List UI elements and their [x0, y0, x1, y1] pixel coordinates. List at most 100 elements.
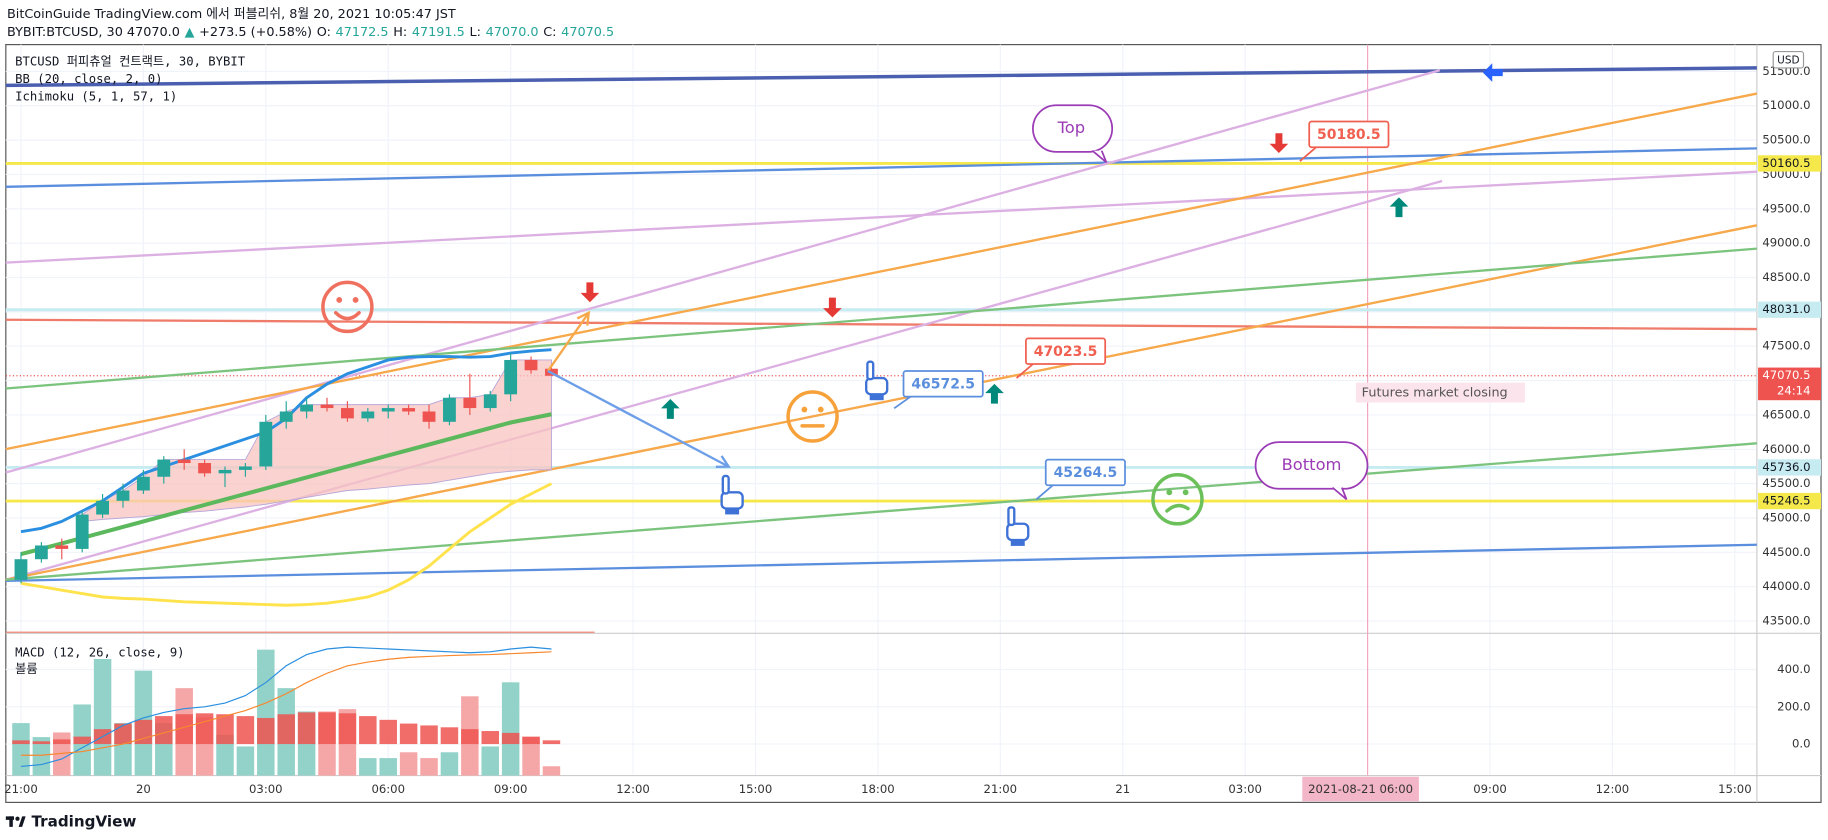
drawn-arrow-head [576, 310, 591, 326]
price-tag [1758, 367, 1822, 401]
quote-part: C: [543, 24, 556, 39]
macd-histogram-bar [420, 725, 438, 745]
candle-body [14, 559, 28, 580]
hand-icon [1006, 522, 1030, 542]
logo-part [18, 816, 26, 827]
volume-bar [542, 766, 561, 776]
speech-bubble [1032, 104, 1114, 153]
macd-histogram-bar [216, 714, 234, 745]
hand-icon [865, 376, 889, 396]
candle-body [116, 490, 130, 501]
hand-finger [721, 474, 730, 495]
emoji-eye [817, 406, 824, 413]
price-tag-label: 45246.5 [1762, 494, 1810, 508]
macd-histogram-bar [338, 713, 357, 745]
volume-bar [216, 734, 234, 776]
ichimoku-cloud [81, 359, 552, 522]
x-tick-label: 21:00 [984, 782, 1018, 796]
macd-histogram-bar [12, 740, 30, 745]
price-tag [1758, 492, 1822, 510]
signal-arrow [661, 399, 680, 419]
volume-bar [420, 758, 438, 776]
trend-line [5, 318, 1757, 331]
y-tick-label: 46500.0 [1762, 407, 1810, 421]
indicator-line [20, 482, 553, 607]
y-tick-label: 44000.0 [1762, 579, 1810, 593]
candle-body [300, 404, 314, 412]
candle-body [463, 397, 477, 409]
signal-arrow [1482, 63, 1503, 82]
candle-body [198, 463, 212, 474]
macd-histogram-bar [114, 723, 132, 745]
legend-symbol: BTCUSD 퍼피츄얼 컨트랙트, 30, BYBIT [15, 55, 246, 69]
candle-body [136, 476, 150, 491]
price-tag [1758, 459, 1822, 476]
hand-finger [1007, 506, 1016, 527]
signal-arrow [1269, 133, 1289, 154]
volume-bar [257, 649, 275, 776]
x-tick-label: 03:00 [1228, 782, 1262, 796]
y-tick-label: 44500.0 [1762, 545, 1810, 559]
y-tick-label: 47500.0 [1762, 339, 1810, 353]
x-tick-label: 06:00 [371, 782, 405, 796]
hand-icon [720, 491, 744, 510]
macd-histogram-bar [236, 716, 255, 745]
macd-histogram-bar [297, 712, 316, 745]
signal-arrow [985, 383, 1004, 404]
volume-bar [440, 752, 459, 776]
x-tick-label: 18:00 [861, 782, 895, 796]
y-tick-label: 200.0 [1777, 699, 1810, 713]
x-tick-label: 15:00 [1718, 782, 1752, 796]
quote-part: H: [393, 24, 407, 39]
footer-logo [5, 816, 26, 827]
candle-body [259, 421, 273, 467]
quote-part: +273.5 (+0.58%) [199, 24, 312, 39]
volume-bar [32, 737, 51, 776]
currency: USD [1777, 54, 1799, 66]
candle-body [96, 500, 109, 515]
quote-part: 47191.5 [412, 24, 465, 39]
candle-body [341, 408, 354, 419]
candle-body [75, 514, 89, 549]
callout-pointer [1016, 363, 1034, 379]
speech-bubble-label: Bottom [1282, 455, 1342, 474]
price-tag-label: 45736.0 [1762, 460, 1810, 474]
macd-histogram-bar [461, 729, 479, 745]
y-tick-label: 51000.0 [1762, 98, 1810, 112]
macd-histogram-bar [175, 714, 193, 745]
price-tag-label: 50160.5 [1762, 156, 1810, 170]
plot-area: 21:00 20 03:00 06:00 09:00 12:00 15:00 18:00 21:… [4, 44, 1822, 803]
callout-pointer [1299, 146, 1317, 162]
legend-volume: 볼륨 [15, 662, 38, 676]
legend-ichimoku: Ichimoku (5, 1, 57, 1) [15, 90, 177, 104]
x-tick-label: 09:00 [1473, 782, 1507, 796]
macd-histogram-bar [501, 732, 520, 745]
x-tick-label: 03:00 [249, 782, 283, 796]
volume-bar [359, 758, 377, 776]
volume-bar [481, 746, 499, 776]
logo-part [15, 816, 20, 821]
emoji-eye [336, 297, 343, 303]
price-tag-label: 47070.5 [1762, 368, 1810, 382]
chart-frame [5, 44, 1822, 803]
trend-line [5, 224, 1758, 581]
note-label: Futures market closing [1362, 386, 1508, 401]
footer-brand: TradingView [31, 813, 136, 831]
emoji-eye [1166, 489, 1173, 496]
x-tick-label: 12:00 [616, 782, 650, 796]
quote-line: BYBIT:BTCUSD, 30 47070.0 ▲ +273.5 (+0.58%)… [7, 24, 614, 39]
trend-line [5, 69, 1441, 474]
volume-bar [399, 752, 418, 776]
drawn-arrow [546, 312, 590, 372]
macd-histogram-bar [379, 719, 397, 745]
y-tick-label: 46000.0 [1762, 442, 1810, 456]
drawn-arrow-head [715, 455, 731, 468]
quote-part: O: [317, 24, 331, 39]
macd-histogram-bar [257, 717, 275, 745]
x-tick-label: 20 [136, 782, 151, 796]
trend-line [5, 442, 1757, 581]
y-tick-label: 0.0 [1792, 737, 1811, 751]
candle-body [320, 404, 334, 409]
y-tick-label: 43500.0 [1762, 614, 1810, 628]
